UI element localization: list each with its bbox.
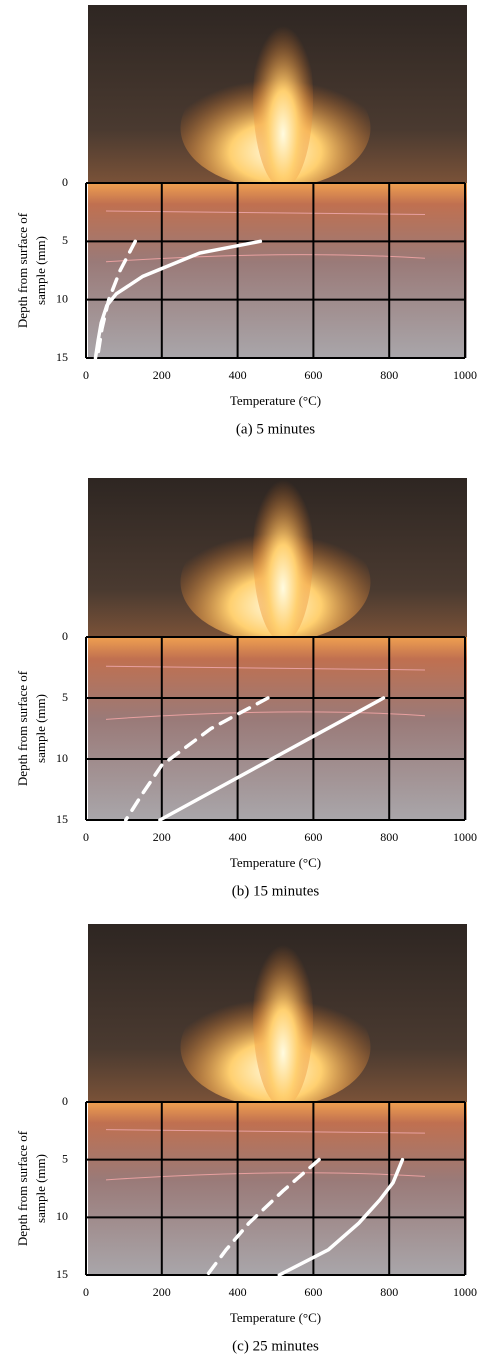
- y-tick-label: 0: [62, 629, 68, 643]
- y-tick-label: 5: [62, 690, 68, 704]
- x-tick-label: 400: [229, 830, 247, 844]
- y-tick-label: 10: [56, 751, 68, 765]
- photo-sample: [88, 183, 467, 358]
- caption: (b) 15 minutes: [232, 883, 320, 899]
- x-tick-label: 0: [83, 368, 89, 382]
- y-axis-title: Depth from surface of: [15, 1130, 30, 1246]
- x-axis-title: Temperature (°C): [230, 393, 321, 408]
- x-tick-label: 600: [304, 1285, 322, 1299]
- x-tick-label: 200: [153, 1285, 171, 1299]
- y-axis-title: Depth from surface of: [15, 670, 30, 786]
- x-tick-label: 200: [153, 368, 171, 382]
- x-axis-title: Temperature (°C): [230, 1310, 321, 1325]
- x-tick-label: 400: [229, 368, 247, 382]
- y-axis-title: sample (mm): [33, 1154, 48, 1223]
- photo-flame: [253, 462, 313, 642]
- x-tick-label: 0: [83, 830, 89, 844]
- y-tick-label: 5: [62, 233, 68, 247]
- y-tick-label: 10: [56, 1209, 68, 1223]
- x-tick-label: 800: [380, 1285, 398, 1299]
- photo-flame: [253, 8, 313, 188]
- y-axis-title: sample (mm): [33, 694, 48, 763]
- photo-sample: [88, 1102, 467, 1275]
- page: {"chart_data": [ {"type": "line", "capti…: [0, 0, 486, 1361]
- x-tick-label: 200: [153, 830, 171, 844]
- x-tick-label: 800: [380, 830, 398, 844]
- caption: (c) 25 minutes: [232, 1338, 319, 1354]
- caption: (a) 5 minutes: [236, 421, 315, 437]
- x-tick-label: 1000: [453, 1285, 477, 1299]
- x-tick-label: 800: [380, 368, 398, 382]
- y-tick-label: 15: [56, 350, 68, 364]
- figure: 02004006008001000051015Temperature (°C)(…: [0, 0, 486, 1361]
- x-tick-label: 600: [304, 368, 322, 382]
- y-tick-label: 5: [62, 1151, 68, 1165]
- photo-flame: [253, 927, 313, 1107]
- y-tick-label: 10: [56, 291, 68, 305]
- x-tick-label: 600: [304, 830, 322, 844]
- y-axis-title: Depth from surface of: [15, 212, 30, 328]
- y-tick-label: 0: [62, 1094, 68, 1108]
- x-axis-title: Temperature (°C): [230, 855, 321, 870]
- y-axis-title: sample (mm): [33, 236, 48, 305]
- x-tick-label: 0: [83, 1285, 89, 1299]
- y-tick-label: 0: [62, 175, 68, 189]
- x-tick-label: 400: [229, 1285, 247, 1299]
- x-tick-label: 1000: [453, 830, 477, 844]
- y-tick-label: 15: [56, 812, 68, 826]
- y-tick-label: 15: [56, 1267, 68, 1281]
- x-tick-label: 1000: [453, 368, 477, 382]
